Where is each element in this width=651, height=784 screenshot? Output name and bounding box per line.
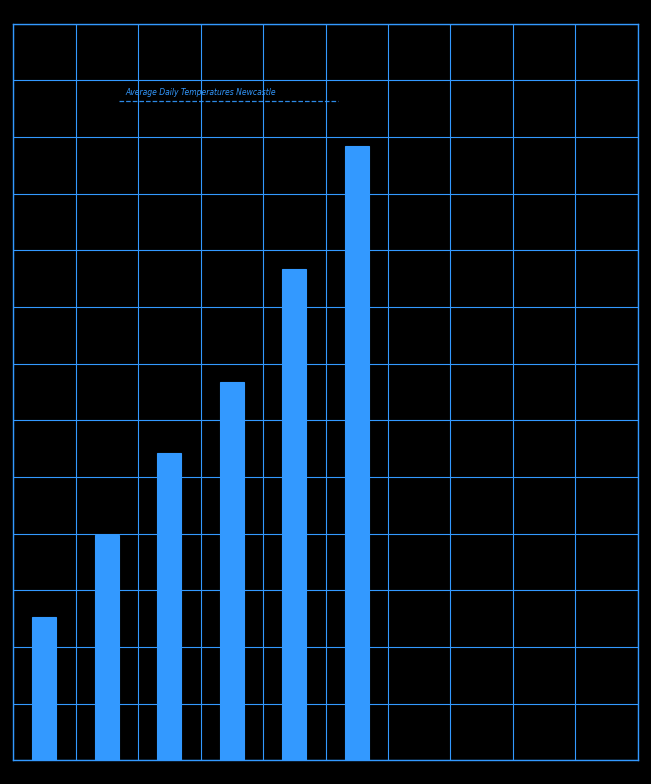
Bar <box>345 147 368 760</box>
Bar <box>33 617 56 760</box>
Bar <box>283 269 306 760</box>
Bar <box>95 535 118 760</box>
Bar <box>158 453 181 760</box>
Text: Average Daily Temperatures Newcastle: Average Daily Temperatures Newcastle <box>126 89 276 97</box>
Bar <box>220 382 243 760</box>
